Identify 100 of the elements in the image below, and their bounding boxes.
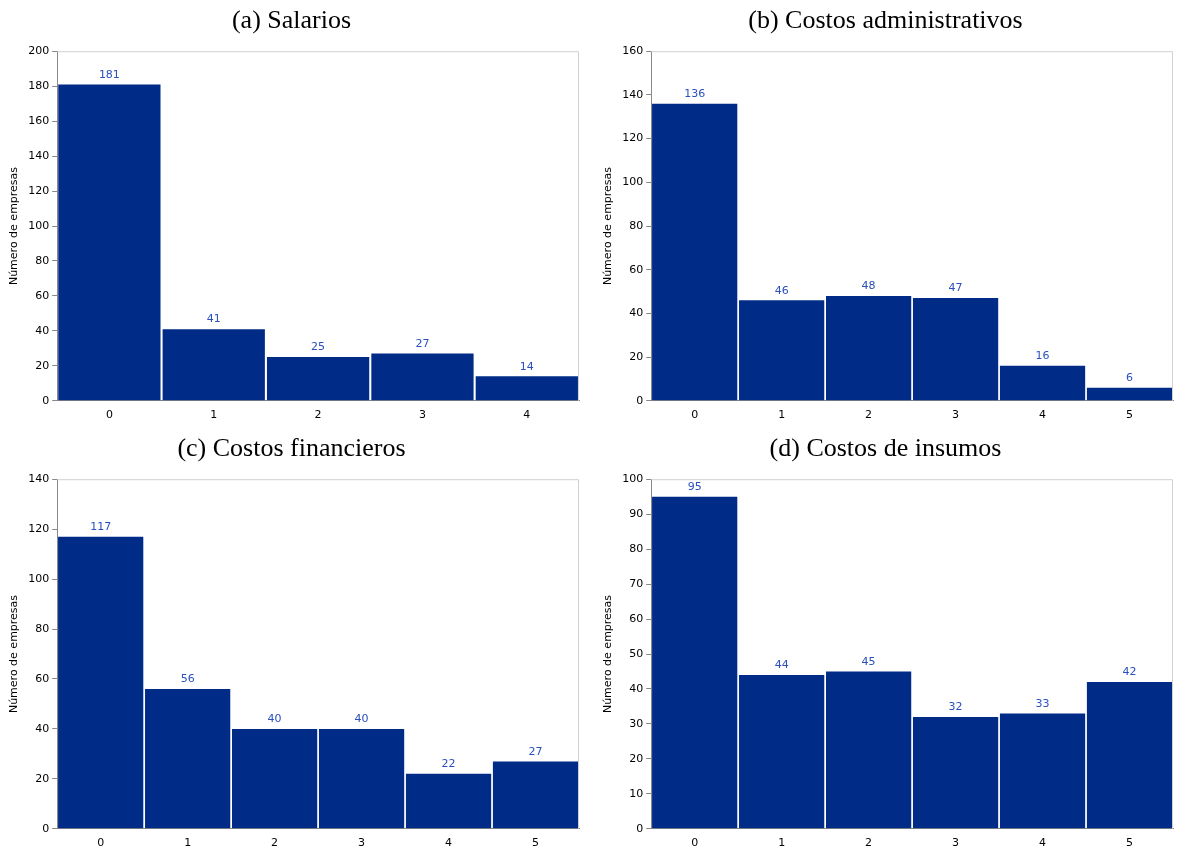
y-tick-label: 10 — [629, 786, 644, 800]
bar — [826, 671, 912, 829]
bar — [739, 300, 825, 401]
y-tick-label: 60 — [629, 611, 644, 625]
y-tick-label: 200 — [28, 44, 50, 58]
y-tick-label: 20 — [629, 349, 644, 363]
bar — [58, 536, 144, 829]
chart-title: (c) Costos financieros — [177, 433, 406, 463]
y-tick-label: 50 — [629, 646, 644, 660]
y-tick-label: 160 — [28, 113, 50, 127]
chart-title: (b) Costos administrativos — [748, 5, 1023, 35]
x-tick-label: 3 — [418, 408, 426, 422]
data-label: 47 — [948, 281, 963, 295]
bar — [232, 728, 318, 829]
y-tick-label: 100 — [28, 571, 50, 585]
data-label: 42 — [1122, 665, 1137, 679]
y-tick-label: 70 — [629, 576, 644, 590]
bar — [492, 761, 579, 829]
x-tick-label: 0 — [691, 408, 699, 422]
y-tick-label: 120 — [28, 183, 50, 197]
y-tick-label: 120 — [622, 131, 644, 145]
bar — [58, 84, 161, 401]
bar — [162, 329, 265, 401]
y-tick-label: 60 — [35, 671, 50, 685]
bar — [1086, 387, 1173, 401]
y-tick-label: 0 — [636, 393, 644, 407]
y-tick-label: 100 — [28, 218, 50, 232]
data-label: 33 — [1035, 696, 1050, 710]
data-label: 22 — [441, 757, 456, 771]
chart-title: (d) Costos de insumos — [769, 433, 1002, 463]
y-tick-label: 80 — [35, 621, 50, 635]
y-tick-label: 20 — [35, 771, 50, 785]
bar — [405, 773, 492, 829]
x-tick-label: 2 — [865, 408, 873, 422]
x-tick-label: 0 — [691, 836, 699, 850]
data-label: 45 — [861, 654, 876, 668]
bar — [652, 103, 738, 401]
x-tick-label: 5 — [1126, 836, 1134, 850]
x-tick-label: 2 — [271, 836, 279, 850]
bar — [912, 716, 999, 829]
y-tick-label: 40 — [629, 681, 644, 695]
chart-title: (a) Salarios — [231, 5, 352, 35]
data-label: 27 — [528, 744, 543, 758]
y-tick-label: 120 — [28, 522, 50, 535]
y-tick-label: 40 — [35, 323, 50, 337]
data-label: 41 — [206, 312, 221, 326]
data-label: 16 — [1035, 349, 1050, 363]
x-tick-label: 4 — [1039, 836, 1047, 850]
y-tick-label: 80 — [35, 253, 50, 267]
data-label: 46 — [774, 283, 789, 297]
x-tick-label: 0 — [97, 836, 105, 850]
y-tick-label: 60 — [629, 262, 644, 276]
y-tick-label: 160 — [622, 44, 644, 58]
y-axis-title: Número de empresas — [601, 594, 615, 714]
y-tick-label: 90 — [629, 507, 644, 521]
bar — [1086, 681, 1173, 829]
x-tick-label: 0 — [105, 408, 113, 422]
data-label: 44 — [774, 658, 789, 672]
x-tick-label: 3 — [952, 836, 960, 850]
bar — [318, 728, 405, 829]
x-tick-label: 3 — [358, 836, 366, 850]
data-label: 32 — [948, 700, 963, 714]
data-label: 27 — [415, 336, 430, 350]
y-axis-title: Número de empresas — [7, 166, 21, 286]
data-label: 48 — [861, 279, 876, 293]
y-tick-label: 100 — [622, 175, 644, 189]
y-tick-label: 60 — [35, 288, 50, 302]
data-label: 40 — [354, 712, 369, 726]
bar — [371, 353, 474, 401]
data-label: 14 — [519, 359, 534, 373]
x-tick-label: 5 — [1126, 408, 1134, 422]
bar — [999, 365, 1086, 401]
y-tick-label: 40 — [629, 306, 644, 320]
y-tick-label: 0 — [42, 393, 50, 407]
y-tick-label: 30 — [629, 716, 644, 730]
x-tick-label: 1 — [778, 408, 786, 422]
y-tick-label: 0 — [42, 821, 50, 835]
data-label: 136 — [684, 87, 706, 100]
data-label: 25 — [311, 340, 326, 354]
x-tick-label: 1 — [210, 408, 218, 422]
x-tick-label: 1 — [184, 836, 192, 850]
y-tick-label: 140 — [28, 472, 50, 486]
bar — [266, 357, 370, 401]
bar — [475, 376, 578, 401]
x-tick-label: 5 — [532, 836, 540, 850]
data-label: 95 — [687, 480, 702, 494]
y-tick-label: 0 — [636, 821, 644, 835]
data-label: 181 — [98, 67, 120, 81]
y-tick-label: 40 — [35, 721, 50, 735]
x-tick-label: 2 — [865, 836, 873, 850]
y-tick-label: 140 — [28, 148, 50, 162]
data-label: 6 — [1126, 371, 1134, 385]
y-tick-label: 140 — [622, 87, 644, 101]
bar — [999, 713, 1086, 829]
y-axis-title: Número de empresas — [7, 594, 21, 714]
x-tick-label: 3 — [952, 408, 960, 422]
y-tick-label: 80 — [629, 218, 644, 232]
bar — [826, 295, 912, 401]
y-tick-label: 80 — [629, 541, 644, 555]
bar — [739, 674, 825, 829]
